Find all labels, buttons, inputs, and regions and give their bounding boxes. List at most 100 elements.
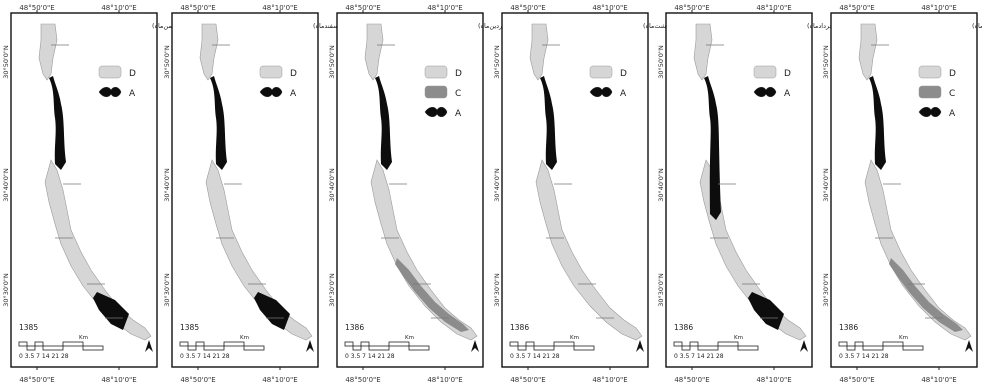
map-panel-5: 48°50'0"E 48°10'0"E 48°50'0"E 48°10'0"E 30°5…	[657, 4, 861, 384]
scale-bar-numbers: 0 3.5 7 14 21 28	[180, 353, 230, 360]
legend-code-d: D	[949, 69, 956, 79]
scale-bar-segment	[717, 341, 739, 347]
scale-bar: 0 3.5 7 14 21 28 Km	[18, 335, 104, 360]
scale-bar-segment	[179, 341, 189, 347]
scale-bar-segment	[573, 345, 595, 351]
scale-bar-segment	[673, 341, 683, 347]
legend-code-c: C	[455, 89, 461, 99]
scale-bar-segment	[223, 341, 245, 347]
panel-frame	[336, 12, 484, 368]
bottom-coord-label-left: 48°50'0"E	[839, 376, 874, 384]
side-coord-label: 30°30'0"N	[328, 273, 336, 307]
legend-swatch-a	[424, 107, 448, 117]
scale-bar-segment	[509, 341, 519, 347]
north-arrow-icon	[636, 340, 644, 352]
bottom-coord-label-left: 48°50'0"E	[19, 376, 54, 384]
legend-swatch-a	[259, 87, 283, 97]
bottom-coord-label-left: 48°50'0"E	[510, 376, 545, 384]
scale-bar: 0 3.5 7 14 21 28 Km	[509, 335, 595, 360]
scale-bar-segment	[533, 345, 555, 351]
legend-swatch-d	[259, 65, 283, 79]
legend-swatch-d	[424, 65, 448, 79]
scale-bar-segment	[82, 345, 104, 351]
river-lower-region	[864, 159, 972, 341]
top-coord-label-right: 48°10'0"E	[262, 4, 297, 12]
legend-swatch-d	[918, 65, 942, 79]
river-lower-region	[535, 159, 643, 341]
scale-bar-segment	[18, 341, 28, 347]
scale-bar: 0 3.5 7 14 21 28 Km	[344, 335, 430, 360]
north-arrow-icon	[145, 340, 153, 352]
scale-bar-segment	[195, 341, 205, 347]
scale-bar: 0 3.5 7 14 21 28 Km	[179, 335, 265, 360]
top-coord-label-right: 48°10'0"E	[592, 4, 627, 12]
scale-bar: 0 3.5 7 14 21 28 Km	[673, 335, 759, 360]
top-coord-label-right: 48°10'0"E	[101, 4, 136, 12]
scale-bar-unit: Km	[240, 335, 249, 341]
map-panel-2: 48°50'0"E 48°10'0"E 48°50'0"E 48°10'0"E 30°5…	[163, 4, 368, 384]
scale-bar-unit: Km	[405, 335, 414, 341]
legend-code-d: D	[620, 69, 627, 79]
scale-bar-segment	[737, 345, 759, 351]
year-label: 1386	[674, 323, 693, 332]
legend-swatch-a	[589, 87, 613, 97]
map-panel-6: 48°50'0"E 48°10'0"E 48°50'0"E 48°10'0"E 30°5…	[822, 4, 982, 384]
river-upper-channel	[540, 76, 557, 170]
scale-bar-segment	[697, 345, 719, 351]
top-coord-label-left: 48°50'0"E	[510, 4, 545, 12]
river-delta-patch	[93, 292, 129, 330]
legend-code-d: D	[455, 69, 462, 79]
side-coord-label: 30°40'0"N	[328, 168, 336, 202]
top-coord-label-left: 48°50'0"E	[180, 4, 215, 12]
river-upper-channel	[869, 76, 886, 170]
side-coord-label: 30°50'0"N	[2, 45, 10, 79]
legend-swatch-a	[98, 87, 122, 97]
year-label: 1386	[839, 323, 858, 332]
panel-frame	[830, 12, 978, 368]
top-coord-label-right: 48°10'0"E	[921, 4, 956, 12]
legend-code-a: A	[620, 89, 627, 99]
north-arrow-icon	[965, 340, 973, 352]
legend-swatch-d	[98, 65, 122, 79]
legend-code-a: A	[455, 109, 462, 119]
north-arrow-icon	[306, 340, 314, 352]
scale-bar-unit: Km	[79, 335, 88, 341]
river-delta-patch	[395, 258, 469, 332]
scale-bar-segment	[838, 341, 848, 347]
river-headwater-region	[858, 23, 878, 81]
side-coord-label: 30°30'0"N	[2, 273, 10, 307]
side-coord-label: 30°50'0"N	[493, 45, 501, 79]
scale-bar-segment	[42, 345, 64, 351]
river-upper-channel	[210, 76, 227, 170]
top-coord-label-left: 48°50'0"E	[839, 4, 874, 12]
legend-swatch-a	[918, 107, 942, 117]
river-headwater-region	[199, 23, 219, 81]
scale-bar-segment	[525, 341, 535, 347]
river-delta-patch	[748, 292, 784, 330]
scale-bar-numbers: 0 3.5 7 14 21 28	[674, 353, 724, 360]
scale-bar-numbers: 0 3.5 7 14 21 28	[839, 353, 889, 360]
top-coord-label-right: 48°10'0"E	[756, 4, 791, 12]
year-label: 1385	[19, 323, 38, 332]
river-headwater-region	[529, 23, 549, 81]
north-arrow-icon	[471, 340, 479, 352]
side-coord-label: 30°30'0"N	[657, 273, 665, 307]
river-upper-channel	[49, 76, 66, 170]
scale-bar-numbers: 0 3.5 7 14 21 28	[345, 353, 395, 360]
map-panel-4: 48°50'0"E 48°10'0"E 48°50'0"E 48°10'0"E 30°5…	[493, 4, 708, 384]
scale-bar-segment	[862, 345, 884, 351]
legend-swatch-a	[753, 87, 777, 97]
panel-frame	[665, 12, 813, 368]
bottom-coord-label-left: 48°50'0"E	[180, 376, 215, 384]
top-coord-label-left: 48°50'0"E	[345, 4, 380, 12]
north-arrow-icon	[800, 340, 808, 352]
panel-title: تیپ‌بندی (تیرماه)	[972, 22, 982, 30]
side-coord-label: 30°30'0"N	[163, 273, 171, 307]
scale-bar-segment	[344, 341, 354, 347]
bottom-coord-label-right: 48°10'0"E	[262, 376, 297, 384]
river-upper-channel	[375, 76, 392, 170]
legend-code-a: A	[129, 89, 136, 99]
side-coord-label: 30°40'0"N	[493, 168, 501, 202]
scale-bar-unit: Km	[570, 335, 579, 341]
